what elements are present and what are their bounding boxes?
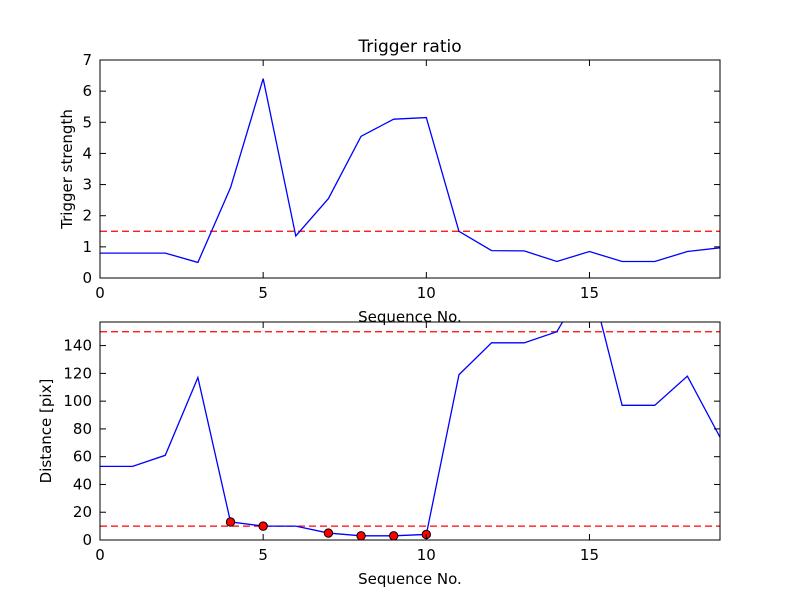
y-tick-label: 140 bbox=[63, 337, 92, 355]
y-tick-label: 7 bbox=[82, 51, 92, 69]
data-point-marker bbox=[225, 517, 236, 527]
y-tick-label: 3 bbox=[82, 176, 92, 194]
x-axis-label: Sequence No. bbox=[358, 308, 462, 326]
y-axis-label: Distance [pix] bbox=[37, 379, 55, 484]
y-tick-label: 1 bbox=[82, 238, 92, 256]
y-tick-label: 0 bbox=[82, 531, 92, 549]
x-tick-label: 10 bbox=[417, 284, 436, 302]
x-tick-label: 5 bbox=[258, 546, 268, 564]
x-tick-label: 5 bbox=[258, 284, 268, 302]
data-point-marker bbox=[258, 521, 268, 531]
axes-frame bbox=[99, 321, 721, 541]
x-tick-label: 0 bbox=[95, 284, 105, 302]
x-tick-label: 15 bbox=[580, 546, 599, 564]
y-tick-label: 60 bbox=[73, 448, 92, 466]
y-tick-label: 0 bbox=[82, 269, 92, 287]
series-line bbox=[100, 322, 720, 537]
y-tick-label: 6 bbox=[82, 82, 92, 100]
y-tick-label: 20 bbox=[73, 503, 92, 521]
data-point-marker bbox=[356, 531, 366, 541]
y-axis-label: Trigger strength bbox=[58, 109, 76, 230]
y-tick-label: 4 bbox=[82, 144, 92, 162]
x-tick-label: 15 bbox=[580, 284, 599, 302]
trigger-ratio-subplot: Trigger ratio Sequence No. Trigger stren… bbox=[58, 37, 721, 326]
y-tick-label: 120 bbox=[63, 364, 92, 382]
x-tick-label: 0 bbox=[95, 546, 105, 564]
y-tick-label: 80 bbox=[73, 420, 92, 438]
y-tick-label: 100 bbox=[63, 392, 92, 410]
x-tick-label: 10 bbox=[417, 546, 436, 564]
axes-frame bbox=[99, 59, 721, 279]
data-point-marker bbox=[323, 528, 334, 538]
distance-subplot: Sequence No. Distance [pix] 0 5 10 15 0 20 40 6… bbox=[37, 321, 721, 588]
data-point-marker bbox=[388, 531, 399, 541]
y-tick-label: 5 bbox=[82, 113, 92, 131]
series-line bbox=[100, 78, 720, 264]
x-axis-label: Sequence No. bbox=[358, 570, 462, 588]
y-tick-label: 40 bbox=[73, 475, 92, 493]
y-tick-label: 2 bbox=[82, 207, 92, 225]
chart-title: Trigger ratio bbox=[357, 37, 461, 57]
